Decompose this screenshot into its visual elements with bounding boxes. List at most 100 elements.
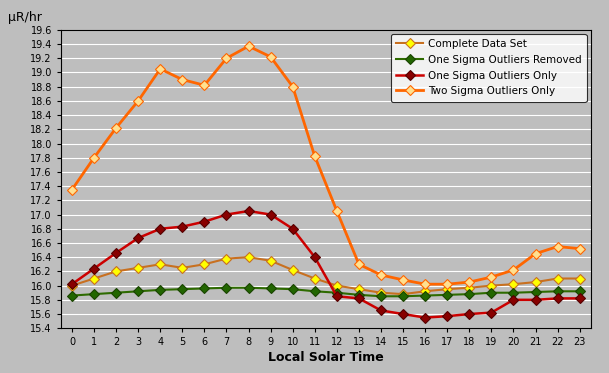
Two Sigma Outliers Only — [135, 98, 142, 103]
Line: Complete Data Set: Complete Data Set — [68, 254, 583, 298]
One Sigma Outliers Only — [554, 296, 561, 301]
One Sigma Outliers Removed — [488, 291, 495, 295]
One Sigma Outliers Only — [68, 282, 76, 286]
One Sigma Outliers Removed — [421, 293, 429, 298]
One Sigma Outliers Removed — [245, 285, 252, 290]
One Sigma Outliers Removed — [267, 286, 274, 291]
Complete Data Set — [378, 291, 385, 295]
Complete Data Set — [267, 258, 274, 263]
Complete Data Set — [532, 280, 539, 284]
Complete Data Set — [576, 276, 583, 281]
One Sigma Outliers Removed — [311, 289, 319, 294]
One Sigma Outliers Removed — [355, 292, 362, 297]
X-axis label: Local Solar Time: Local Solar Time — [268, 351, 384, 364]
One Sigma Outliers Only — [245, 209, 252, 213]
Complete Data Set — [443, 287, 451, 291]
Two Sigma Outliers Only — [68, 188, 76, 192]
Complete Data Set — [178, 266, 186, 270]
One Sigma Outliers Removed — [576, 289, 583, 294]
Line: One Sigma Outliers Removed: One Sigma Outliers Removed — [68, 284, 583, 300]
Two Sigma Outliers Only — [157, 67, 164, 71]
One Sigma Outliers Removed — [443, 292, 451, 297]
Two Sigma Outliers Only — [400, 278, 407, 282]
Two Sigma Outliers Only — [113, 126, 120, 130]
Complete Data Set — [201, 262, 208, 267]
Complete Data Set — [355, 287, 362, 291]
Complete Data Set — [223, 256, 230, 261]
One Sigma Outliers Removed — [178, 287, 186, 291]
One Sigma Outliers Only — [201, 219, 208, 224]
One Sigma Outliers Only — [223, 212, 230, 217]
One Sigma Outliers Only — [421, 315, 429, 320]
Complete Data Set — [333, 283, 340, 288]
One Sigma Outliers Only — [355, 296, 362, 301]
Two Sigma Outliers Only — [201, 83, 208, 88]
Text: μR/hr: μR/hr — [8, 11, 42, 24]
Complete Data Set — [68, 283, 76, 288]
One Sigma Outliers Only — [90, 266, 97, 271]
One Sigma Outliers Only — [576, 296, 583, 301]
One Sigma Outliers Only — [289, 226, 297, 231]
One Sigma Outliers Only — [532, 298, 539, 302]
Complete Data Set — [311, 276, 319, 281]
Complete Data Set — [135, 266, 142, 270]
One Sigma Outliers Removed — [201, 286, 208, 291]
Two Sigma Outliers Only — [223, 56, 230, 60]
One Sigma Outliers Only — [443, 314, 451, 319]
Two Sigma Outliers Only — [333, 209, 340, 213]
One Sigma Outliers Only — [400, 312, 407, 316]
One Sigma Outliers Only — [488, 310, 495, 315]
Legend: Complete Data Set, One Sigma Outliers Removed, One Sigma Outliers Only, Two Sigm: Complete Data Set, One Sigma Outliers Re… — [391, 34, 586, 101]
One Sigma Outliers Removed — [333, 291, 340, 295]
Two Sigma Outliers Only — [554, 244, 561, 249]
Complete Data Set — [466, 285, 473, 290]
Complete Data Set — [90, 276, 97, 281]
Two Sigma Outliers Only — [443, 282, 451, 286]
Complete Data Set — [113, 269, 120, 274]
Two Sigma Outliers Only — [576, 247, 583, 251]
One Sigma Outliers Removed — [289, 287, 297, 291]
One Sigma Outliers Removed — [223, 285, 230, 290]
Two Sigma Outliers Only — [178, 77, 186, 82]
Two Sigma Outliers Only — [245, 44, 252, 48]
Complete Data Set — [400, 292, 407, 297]
One Sigma Outliers Removed — [532, 290, 539, 294]
Line: Two Sigma Outliers Only: Two Sigma Outliers Only — [68, 43, 583, 288]
One Sigma Outliers Only — [267, 212, 274, 217]
One Sigma Outliers Removed — [378, 294, 385, 298]
One Sigma Outliers Only — [378, 308, 385, 313]
One Sigma Outliers Removed — [510, 291, 517, 295]
Complete Data Set — [488, 283, 495, 288]
Two Sigma Outliers Only — [90, 156, 97, 160]
One Sigma Outliers Removed — [68, 293, 76, 298]
Two Sigma Outliers Only — [311, 154, 319, 159]
Two Sigma Outliers Only — [421, 282, 429, 286]
Complete Data Set — [157, 262, 164, 267]
Two Sigma Outliers Only — [267, 54, 274, 59]
One Sigma Outliers Only — [178, 225, 186, 229]
One Sigma Outliers Removed — [90, 292, 97, 297]
One Sigma Outliers Only — [113, 251, 120, 255]
Complete Data Set — [245, 255, 252, 260]
Two Sigma Outliers Only — [488, 275, 495, 279]
Complete Data Set — [554, 276, 561, 281]
One Sigma Outliers Removed — [466, 292, 473, 297]
Complete Data Set — [289, 268, 297, 272]
Two Sigma Outliers Only — [378, 273, 385, 277]
One Sigma Outliers Removed — [113, 291, 120, 295]
Two Sigma Outliers Only — [355, 262, 362, 267]
One Sigma Outliers Only — [466, 312, 473, 316]
Line: One Sigma Outliers Only: One Sigma Outliers Only — [68, 207, 583, 321]
Two Sigma Outliers Only — [289, 84, 297, 89]
One Sigma Outliers Only — [333, 294, 340, 298]
One Sigma Outliers Removed — [157, 288, 164, 292]
Complete Data Set — [421, 289, 429, 294]
Two Sigma Outliers Only — [510, 268, 517, 272]
One Sigma Outliers Only — [135, 236, 142, 240]
Complete Data Set — [510, 282, 517, 286]
One Sigma Outliers Removed — [135, 289, 142, 294]
One Sigma Outliers Only — [311, 255, 319, 260]
One Sigma Outliers Only — [510, 298, 517, 302]
One Sigma Outliers Only — [157, 226, 164, 231]
Two Sigma Outliers Only — [466, 280, 473, 284]
